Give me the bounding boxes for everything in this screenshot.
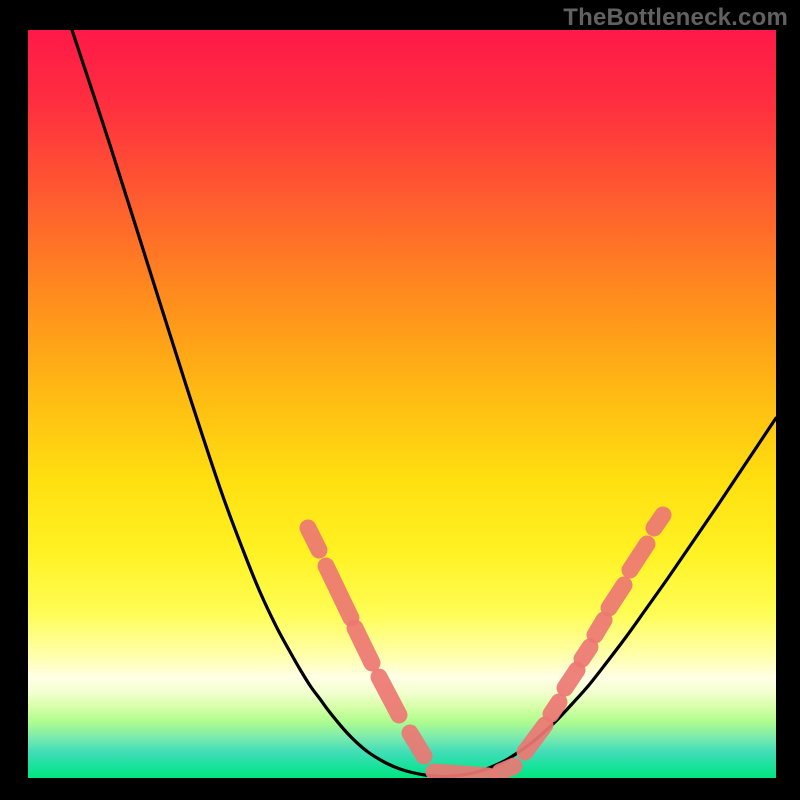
gradient-background — [28, 30, 776, 778]
marker-capsule — [551, 702, 559, 714]
marker-capsule — [500, 766, 514, 772]
marker-capsule — [565, 670, 577, 688]
marker-capsule — [654, 515, 663, 528]
marker-capsule — [410, 733, 424, 756]
plot-area — [28, 30, 776, 778]
watermark-text: TheBottleneck.com — [563, 4, 788, 32]
marker-capsule — [582, 647, 590, 659]
marker-capsule — [308, 528, 319, 550]
marker-capsule — [595, 620, 604, 635]
marker-capsule — [434, 772, 488, 776]
chart-canvas — [0, 0, 800, 800]
